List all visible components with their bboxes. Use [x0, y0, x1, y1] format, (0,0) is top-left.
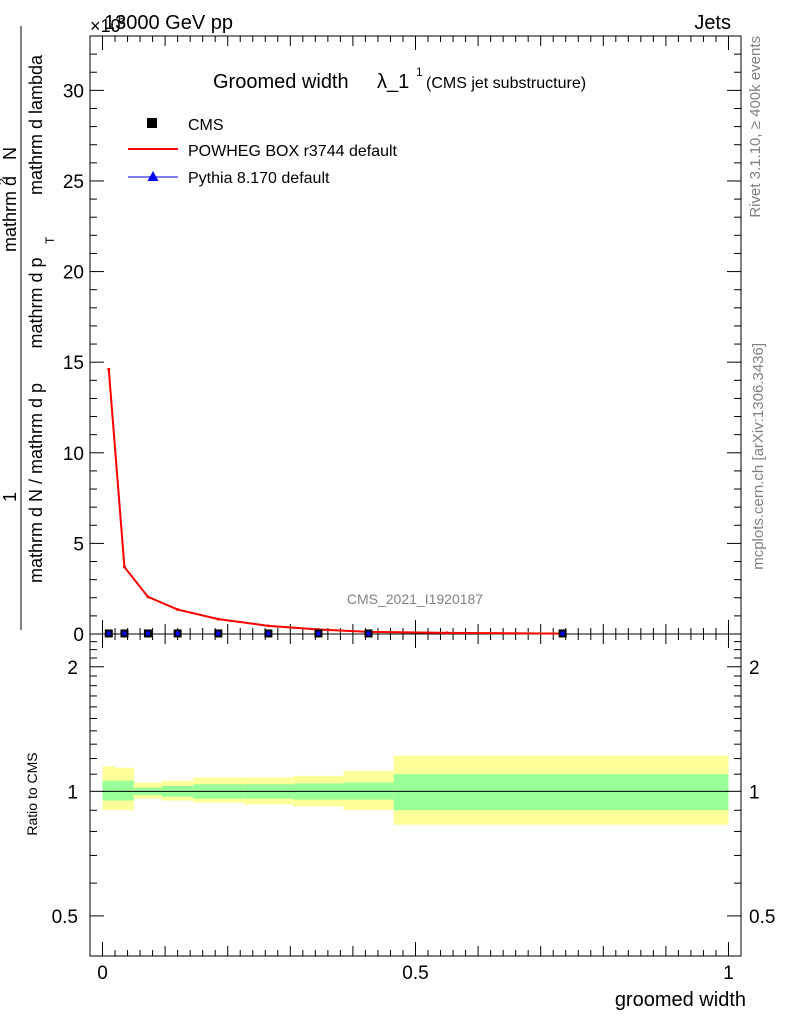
y-multiplier: ×10	[90, 16, 121, 36]
powheg-point	[146, 595, 150, 599]
ylabel-inner-den-b: mathrm d lambda	[26, 54, 46, 195]
y-tick-label: 10	[63, 444, 84, 465]
powheg-point	[122, 565, 126, 569]
chart-subtitle: (CMS jet substructure)	[426, 75, 586, 92]
x-tick-label: 0	[97, 963, 108, 984]
ylabel-denominator: mathrm d N / mathrm d p	[26, 383, 46, 583]
analysis-watermark: CMS_2021_I1920187	[347, 591, 483, 607]
ratio-y-tick-label-right: 1	[749, 782, 760, 803]
x-tick-label: 1	[723, 963, 734, 984]
ratio-y-tick-label-left: 2	[67, 658, 78, 679]
powheg-line	[107, 369, 563, 635]
pythia-point	[316, 631, 321, 636]
chart-title-superscript: 1	[416, 65, 423, 79]
powheg-point	[107, 367, 111, 371]
ratio-y-tick-label-left: 1	[67, 782, 78, 803]
powheg-point	[216, 617, 220, 621]
pythia-point	[366, 631, 371, 636]
series-layer	[104, 367, 567, 638]
ratio-y-axis-label: Ratio to CMS	[24, 752, 40, 835]
pythia-point	[122, 631, 127, 636]
y-tick-label: 30	[63, 81, 84, 102]
pythia-point	[216, 631, 221, 636]
pythia-point	[266, 631, 271, 636]
chart-title-symbol: λ_1	[377, 71, 409, 93]
legend-label-cms: CMS	[188, 117, 224, 134]
ratio-y-tick-label-right: 2	[749, 658, 760, 679]
y-tick-label: 15	[63, 353, 84, 374]
chart-title: Groomed width	[213, 71, 349, 93]
main-y-axis-label: 1 mathrm d N / mathrm d p mathrm d 2 N m…	[0, 26, 57, 630]
ratio-y-tick-label-left: 0.5	[52, 907, 78, 928]
x-axis-label: groomed width	[615, 989, 746, 1011]
pythia-point	[175, 631, 180, 636]
powheg-point	[266, 624, 270, 628]
ratio-y-tick-label-right: 0.5	[749, 907, 775, 928]
powheg-point	[445, 631, 449, 635]
powheg-point	[176, 608, 180, 612]
ratio-stat-band-bin	[102, 780, 116, 801]
ratio-axis-ticks: 0.5 0.5 1 1 2 2 0 0.5 1	[52, 634, 775, 984]
pythia-point	[106, 631, 111, 636]
rivet-label: Rivet 3.1.10, ≥ 400k events	[747, 36, 764, 218]
x-tick-label: 0.5	[402, 963, 428, 984]
legend-marker-pythia	[147, 171, 159, 181]
main-axis-ticks: 0 5 10 15 20 25 30	[63, 35, 741, 646]
category-label: Jets	[694, 12, 731, 34]
pythia-point	[560, 631, 565, 636]
pythia-point	[145, 631, 150, 636]
y-multiplier-exponent: 6	[118, 12, 125, 27]
ylabel-numerator-b: N	[0, 147, 20, 160]
legend-label-pythia: Pythia 8.170 default	[188, 170, 330, 187]
ylabel-one: 1	[0, 492, 20, 502]
legend-label-powheg: POWHEG BOX r3744 default	[188, 143, 398, 160]
ratio-stat-band-bin	[393, 774, 729, 811]
y-tick-label: 20	[63, 263, 84, 284]
energy-label: 13000 GeV pp	[104, 12, 233, 34]
ylabel-inner-sub: T	[43, 236, 57, 244]
y-tick-label: 5	[73, 534, 84, 555]
ylabel-inner-den-a: mathrm d p	[26, 257, 46, 348]
ylabel-numerator-a: mathrm d	[0, 176, 20, 252]
y-tick-label: 0	[73, 625, 84, 646]
ratio-bands	[102, 755, 729, 825]
mcplots-label: mcplots.cern.ch [arXiv:1306.3436]	[750, 343, 767, 570]
legend-marker-cms	[147, 118, 157, 128]
ratio-stat-band-bin	[115, 780, 134, 801]
legend: CMS POWHEG BOX r3744 default Pythia 8.17…	[128, 117, 398, 187]
ylabel-numerator-sup: 2	[0, 178, 10, 185]
y-tick-label: 25	[63, 172, 84, 193]
